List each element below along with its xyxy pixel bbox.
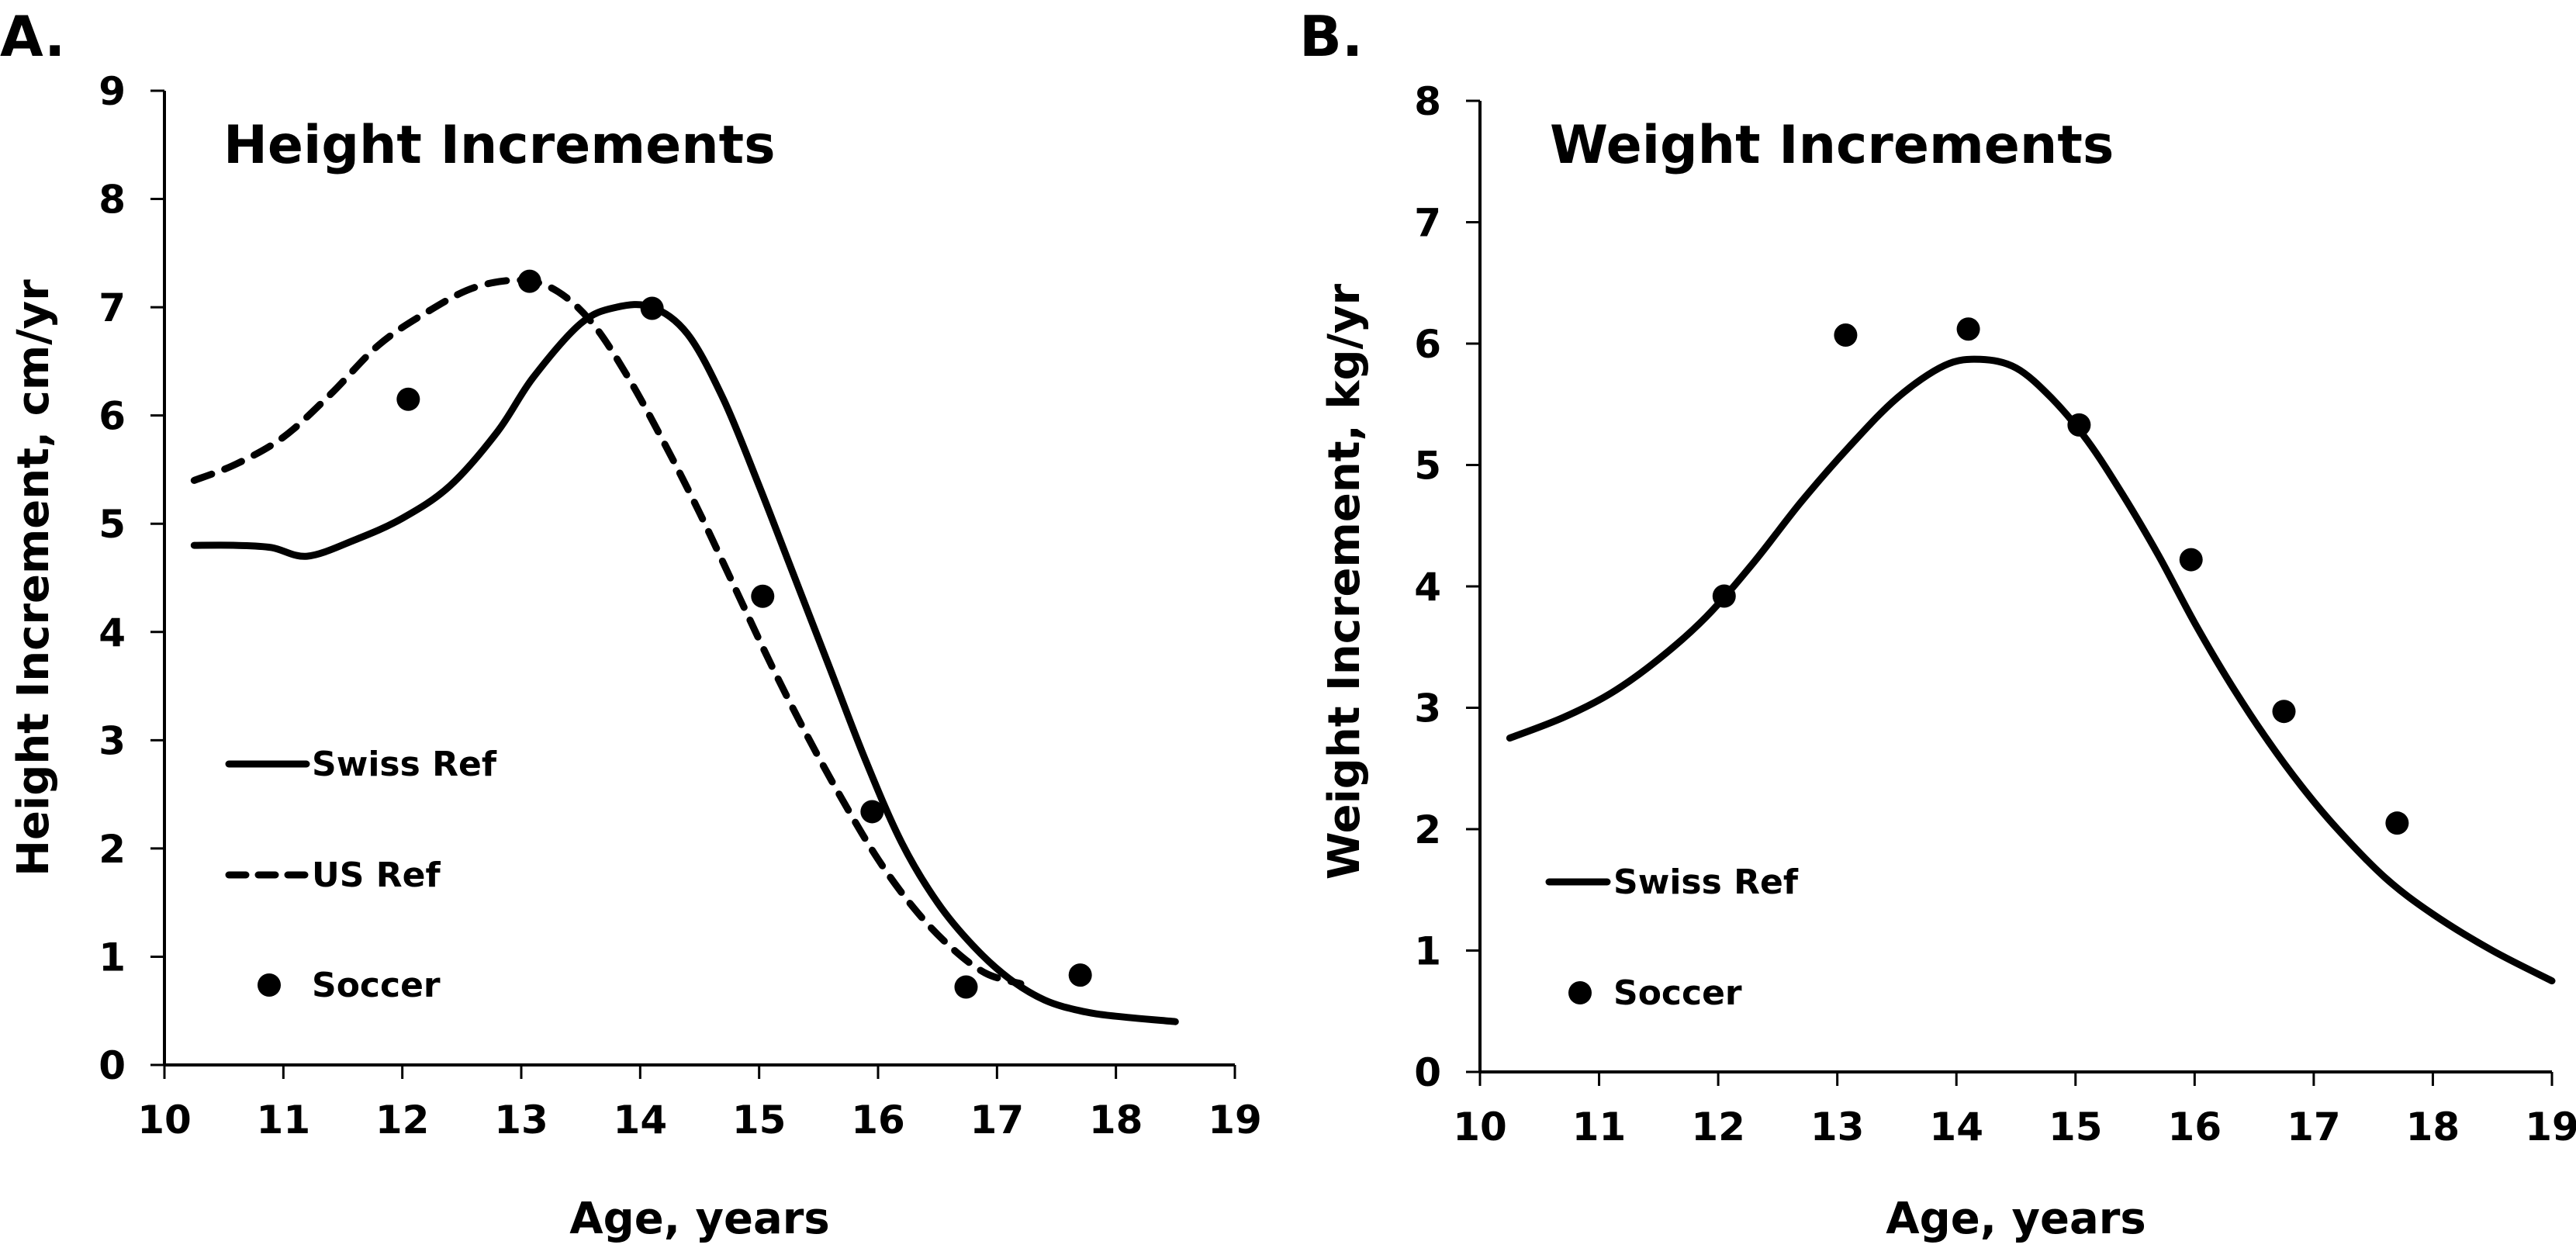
x-tick-label-b: 13: [1810, 1105, 1865, 1149]
series-line-us-ref-a: [190, 276, 1025, 987]
legend-soccer-marker-a: [258, 973, 281, 997]
data-point-soccer-b: [2272, 700, 2296, 724]
y-tick-label-a: 8: [99, 178, 126, 223]
x-tick-label-b: 16: [2168, 1105, 2222, 1149]
x-tick-label-b: 17: [2287, 1105, 2341, 1149]
data-point-soccer-b: [1712, 584, 1736, 608]
y-tick-label-a: 1: [99, 935, 126, 980]
marks-a: [190, 269, 1179, 1025]
data-point-soccer-a: [860, 800, 884, 824]
chart-title-height: Height Increments: [223, 115, 776, 176]
y-tick-label-b: 7: [1414, 201, 1441, 246]
data-point-soccer-a: [751, 584, 775, 608]
y-tick-label-a: 2: [99, 827, 126, 872]
x-axis-title-a: Age, years: [569, 1194, 829, 1244]
legend-b: Swiss Ref Soccer: [1545, 863, 1799, 1013]
y-tick-label-a: 3: [99, 718, 126, 763]
y-tick-label-b: 4: [1414, 565, 1441, 610]
panel-b-weight-increments: B. Weight Increments Age, years Weight I…: [1299, 4, 2576, 1244]
data-point-soccer-a: [640, 296, 664, 320]
panel-a-height-increments: A. Height Increments Age, years Height I…: [0, 4, 1262, 1244]
y-tick-label-b: 6: [1414, 322, 1441, 367]
y-axis-title-b: Weight Increment, kg/yr: [1319, 283, 1370, 880]
x-tick-label-b: 19: [2525, 1105, 2576, 1149]
x-tick-label-b: 18: [2406, 1105, 2460, 1149]
y-tick-label-b: 1: [1414, 929, 1441, 974]
data-point-soccer-b: [2385, 811, 2409, 835]
legend-label-swiss-a: Swiss Ref: [312, 745, 497, 784]
x-tick-label-b: 14: [1929, 1105, 1983, 1149]
series-line-swiss-ref-a: [190, 301, 1179, 1025]
legend-a: Swiss Ref US Ref Soccer: [225, 745, 497, 1005]
x-tick-label-b: 12: [1691, 1105, 1745, 1149]
legend-label-soccer-b: Soccer: [1613, 973, 1742, 1013]
y-tick-label-a: 0: [99, 1043, 126, 1088]
y-axis-title-a: Height Increment, cm/yr: [9, 279, 59, 876]
legend-soccer-marker-b: [1568, 981, 1592, 1004]
legend-label-swiss-b: Swiss Ref: [1613, 863, 1799, 902]
panel-letter-b: B.: [1299, 4, 1363, 69]
x-tick-label-a: 19: [1208, 1098, 1262, 1143]
data-point-soccer-b: [1956, 317, 1980, 341]
data-point-soccer-b: [2067, 413, 2091, 437]
marks-b: [1506, 317, 2556, 985]
x-tick-label-a: 14: [614, 1098, 668, 1143]
y-tick-label-b: 2: [1414, 807, 1441, 852]
data-point-soccer-a: [1068, 963, 1092, 987]
legend-label-soccer-a: Soccer: [312, 966, 441, 1005]
data-point-soccer-a: [517, 269, 541, 293]
y-tick-label-b: 5: [1414, 444, 1441, 489]
y-tick-label-a: 6: [99, 394, 126, 439]
y-tick-label-b: 3: [1414, 686, 1441, 731]
legend-label-us-a: US Ref: [312, 856, 441, 895]
x-tick-label-a: 16: [851, 1098, 905, 1143]
x-tick-label-b: 11: [1572, 1105, 1627, 1149]
x-tick-label-a: 15: [732, 1098, 787, 1143]
x-tick-label-b: 10: [1453, 1105, 1507, 1149]
x-tick-label-a: 18: [1089, 1098, 1143, 1143]
data-point-soccer-b: [2179, 548, 2203, 572]
y-tick-label-a: 5: [99, 502, 126, 547]
x-tick-label-b: 15: [2049, 1105, 2103, 1149]
y-tick-label-a: 4: [99, 610, 126, 655]
x-tick-label-a: 12: [375, 1098, 430, 1143]
panel-letter-a: A.: [0, 4, 65, 69]
y-tick-label-b: 8: [1414, 79, 1441, 124]
y-tick-label-b: 0: [1414, 1050, 1441, 1095]
y-tick-label-a: 7: [99, 285, 126, 330]
x-tick-label-a: 17: [970, 1098, 1025, 1143]
y-tick-label-a: 9: [99, 69, 126, 114]
x-tick-label-a: 11: [257, 1098, 311, 1143]
chart-title-weight: Weight Increments: [1550, 115, 2114, 176]
x-tick-label-a: 13: [494, 1098, 548, 1143]
data-point-soccer-a: [954, 975, 978, 999]
data-point-soccer-b: [1834, 323, 1858, 347]
data-point-soccer-a: [396, 387, 420, 411]
x-axis-title-b: Age, years: [1886, 1194, 2146, 1244]
series-line-swiss-ref-b: [1506, 355, 2556, 985]
x-tick-label-a: 10: [137, 1098, 192, 1143]
